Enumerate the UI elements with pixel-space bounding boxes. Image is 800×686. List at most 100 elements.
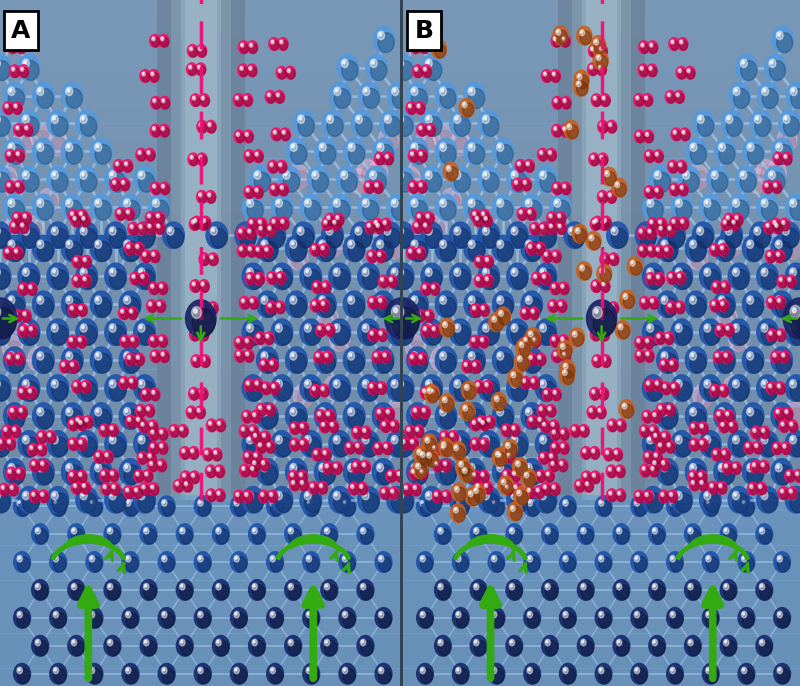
Circle shape — [190, 47, 193, 51]
Circle shape — [259, 221, 260, 222]
Circle shape — [535, 263, 557, 289]
Circle shape — [386, 228, 388, 231]
Circle shape — [680, 128, 690, 141]
Circle shape — [662, 434, 666, 438]
Circle shape — [321, 635, 338, 656]
Circle shape — [564, 556, 566, 559]
Circle shape — [733, 199, 739, 207]
Circle shape — [124, 407, 130, 416]
Circle shape — [90, 194, 112, 220]
Circle shape — [665, 440, 675, 453]
Circle shape — [655, 188, 658, 192]
Circle shape — [590, 65, 593, 69]
Circle shape — [790, 490, 791, 491]
Circle shape — [90, 138, 112, 165]
Circle shape — [742, 668, 745, 671]
Circle shape — [660, 227, 661, 228]
Circle shape — [755, 445, 757, 446]
Circle shape — [80, 171, 87, 179]
Circle shape — [81, 274, 91, 287]
Circle shape — [543, 73, 551, 82]
Circle shape — [19, 408, 22, 412]
Circle shape — [347, 445, 349, 446]
Circle shape — [194, 220, 195, 221]
Circle shape — [602, 357, 606, 361]
Circle shape — [52, 381, 68, 401]
Circle shape — [659, 221, 660, 222]
Circle shape — [410, 440, 418, 450]
Circle shape — [171, 427, 174, 431]
Circle shape — [497, 144, 513, 164]
Circle shape — [270, 362, 272, 363]
Circle shape — [0, 167, 18, 191]
Circle shape — [442, 459, 452, 472]
Circle shape — [20, 409, 21, 410]
Circle shape — [714, 284, 722, 294]
Circle shape — [322, 217, 332, 230]
Circle shape — [126, 613, 129, 615]
Circle shape — [375, 663, 392, 684]
Circle shape — [544, 390, 547, 394]
Circle shape — [591, 155, 594, 159]
Circle shape — [337, 216, 338, 218]
Circle shape — [420, 469, 423, 473]
Circle shape — [722, 283, 726, 287]
Circle shape — [21, 286, 22, 287]
Circle shape — [124, 465, 140, 485]
Circle shape — [634, 556, 647, 572]
Circle shape — [360, 460, 370, 473]
Circle shape — [552, 430, 555, 434]
Circle shape — [540, 437, 556, 457]
Circle shape — [470, 438, 481, 451]
Circle shape — [440, 409, 456, 429]
Circle shape — [388, 473, 396, 482]
Circle shape — [456, 613, 469, 628]
Circle shape — [610, 305, 618, 314]
Circle shape — [777, 667, 782, 674]
Circle shape — [326, 464, 327, 466]
Circle shape — [606, 465, 617, 477]
Circle shape — [74, 278, 82, 287]
Circle shape — [188, 409, 196, 418]
Circle shape — [763, 88, 766, 92]
Circle shape — [590, 447, 600, 460]
Circle shape — [37, 297, 54, 317]
Circle shape — [733, 325, 749, 345]
Circle shape — [370, 385, 378, 394]
Circle shape — [438, 583, 443, 590]
Circle shape — [470, 241, 472, 245]
Circle shape — [733, 268, 739, 276]
Circle shape — [540, 270, 556, 289]
Circle shape — [30, 447, 31, 448]
Circle shape — [700, 263, 721, 289]
Circle shape — [483, 437, 499, 457]
Circle shape — [378, 299, 386, 309]
Circle shape — [556, 30, 567, 44]
Circle shape — [434, 635, 451, 656]
Circle shape — [725, 464, 732, 474]
Circle shape — [234, 613, 246, 628]
Circle shape — [540, 420, 550, 433]
Circle shape — [774, 445, 776, 447]
Circle shape — [155, 300, 166, 312]
Circle shape — [96, 453, 104, 463]
Circle shape — [18, 263, 40, 289]
Circle shape — [640, 228, 656, 248]
Circle shape — [551, 388, 562, 401]
Circle shape — [393, 319, 414, 346]
Bar — [0, 141, 402, 158]
Circle shape — [240, 464, 250, 477]
Circle shape — [237, 133, 244, 143]
Circle shape — [464, 403, 486, 429]
Circle shape — [586, 482, 594, 492]
Circle shape — [216, 528, 222, 534]
Circle shape — [538, 148, 548, 161]
Circle shape — [404, 486, 408, 490]
Circle shape — [277, 270, 279, 272]
Circle shape — [686, 403, 706, 429]
Circle shape — [580, 265, 585, 271]
Circle shape — [2, 486, 3, 488]
Circle shape — [547, 211, 557, 224]
Circle shape — [545, 528, 550, 534]
Circle shape — [194, 220, 202, 228]
